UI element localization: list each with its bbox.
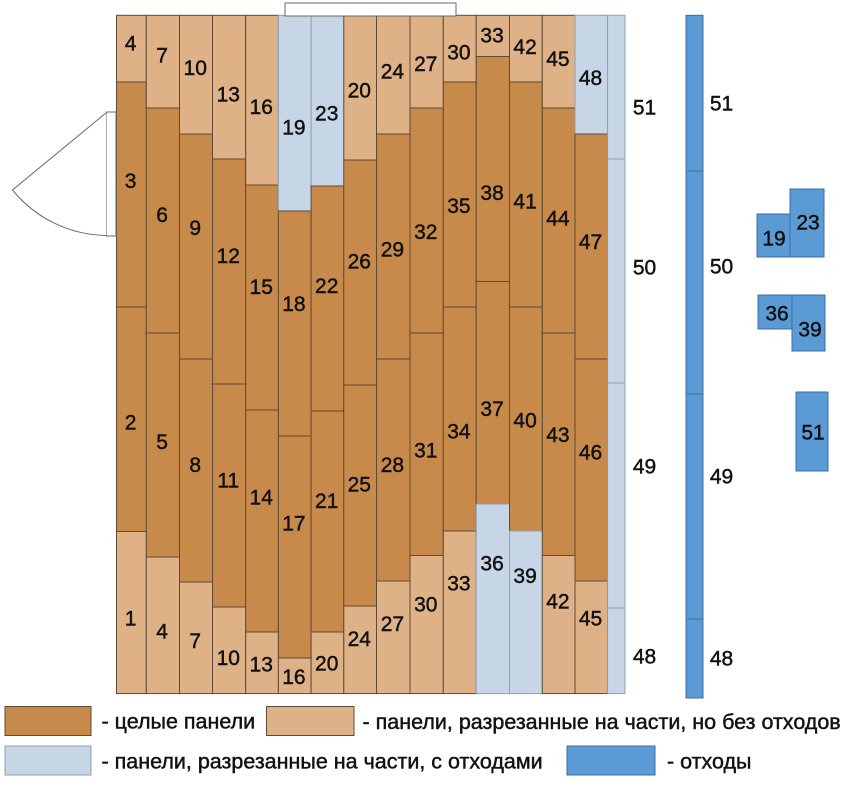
svg-text:27: 27	[381, 613, 404, 636]
svg-text:12: 12	[217, 245, 240, 268]
svg-text:29: 29	[381, 239, 404, 262]
svg-text:- панели, разрезанные на части: - панели, разрезанные на части, но без о…	[363, 710, 841, 734]
svg-text:13: 13	[217, 84, 240, 107]
svg-text:33: 33	[480, 25, 503, 48]
svg-text:16: 16	[282, 666, 305, 689]
svg-text:24: 24	[381, 61, 405, 84]
svg-text:4: 4	[156, 621, 168, 644]
svg-text:17: 17	[282, 513, 305, 536]
svg-text:22: 22	[315, 275, 338, 298]
svg-text:26: 26	[348, 251, 371, 274]
svg-text:- целые панели: - целые панели	[102, 710, 256, 734]
svg-text:7: 7	[156, 45, 168, 68]
svg-text:44: 44	[546, 208, 570, 231]
svg-text:40: 40	[513, 410, 536, 433]
svg-text:35: 35	[447, 195, 470, 218]
svg-text:23: 23	[315, 103, 338, 126]
svg-text:19: 19	[282, 117, 305, 140]
svg-text:32: 32	[414, 221, 437, 244]
svg-text:20: 20	[348, 80, 371, 103]
svg-text:45: 45	[546, 48, 569, 71]
svg-text:48: 48	[633, 646, 656, 669]
svg-text:- отходы: - отходы	[667, 750, 751, 774]
svg-text:18: 18	[282, 293, 305, 316]
svg-text:3: 3	[125, 170, 137, 193]
svg-text:10: 10	[184, 57, 207, 80]
svg-text:36: 36	[765, 303, 788, 326]
svg-text:49: 49	[710, 466, 733, 489]
svg-text:10: 10	[217, 647, 240, 670]
svg-text:41: 41	[513, 191, 536, 214]
svg-text:31: 31	[414, 440, 437, 463]
svg-text:15: 15	[250, 276, 273, 299]
svg-text:13: 13	[250, 654, 273, 677]
svg-text:11: 11	[217, 470, 239, 493]
svg-text:42: 42	[546, 590, 569, 613]
svg-text:46: 46	[579, 442, 602, 465]
svg-text:7: 7	[189, 630, 201, 653]
svg-text:48: 48	[579, 67, 602, 90]
svg-text:50: 50	[710, 256, 733, 279]
svg-text:19: 19	[762, 228, 785, 251]
svg-text:36: 36	[480, 552, 503, 575]
svg-text:51: 51	[801, 422, 824, 445]
svg-text:33: 33	[447, 572, 470, 595]
svg-text:21: 21	[315, 490, 338, 513]
svg-text:2: 2	[125, 412, 137, 435]
svg-text:30: 30	[414, 594, 437, 617]
svg-text:8: 8	[189, 454, 201, 477]
svg-text:51: 51	[633, 97, 656, 120]
svg-text:51: 51	[710, 93, 733, 116]
svg-text:4: 4	[125, 33, 137, 56]
svg-text:14: 14	[250, 487, 274, 510]
svg-text:48: 48	[710, 648, 733, 671]
svg-text:- панели, разрезанные на части: - панели, разрезанные на части, с отхода…	[102, 750, 543, 774]
svg-text:1: 1	[125, 607, 137, 630]
svg-text:37: 37	[480, 398, 503, 421]
svg-text:9: 9	[189, 217, 201, 240]
svg-text:24: 24	[348, 628, 372, 651]
svg-text:39: 39	[798, 319, 821, 342]
svg-text:49: 49	[633, 456, 656, 479]
svg-text:47: 47	[579, 231, 602, 254]
svg-text:16: 16	[250, 96, 273, 119]
svg-text:5: 5	[156, 431, 168, 454]
svg-text:42: 42	[513, 36, 536, 59]
svg-text:43: 43	[546, 424, 569, 447]
svg-text:27: 27	[414, 53, 437, 76]
svg-text:50: 50	[633, 257, 656, 280]
svg-text:30: 30	[447, 42, 470, 65]
svg-text:39: 39	[513, 565, 536, 588]
svg-text:23: 23	[796, 212, 819, 235]
svg-text:28: 28	[381, 454, 404, 477]
svg-text:20: 20	[315, 653, 338, 676]
svg-text:34: 34	[447, 421, 471, 444]
svg-text:45: 45	[579, 608, 602, 631]
svg-text:38: 38	[480, 182, 503, 205]
svg-text:25: 25	[348, 474, 371, 497]
svg-text:6: 6	[156, 204, 168, 227]
